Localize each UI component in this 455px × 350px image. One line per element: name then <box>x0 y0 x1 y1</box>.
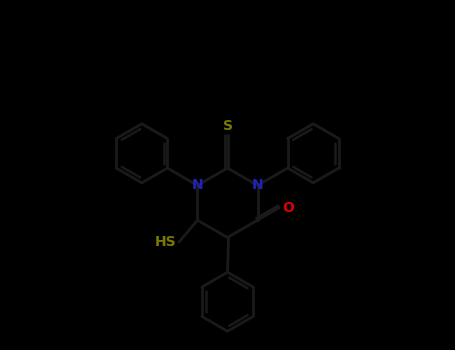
Text: N: N <box>192 178 203 192</box>
Text: HS: HS <box>155 235 177 249</box>
Text: N: N <box>252 178 263 192</box>
Text: O: O <box>283 201 294 215</box>
Text: S: S <box>222 119 233 133</box>
